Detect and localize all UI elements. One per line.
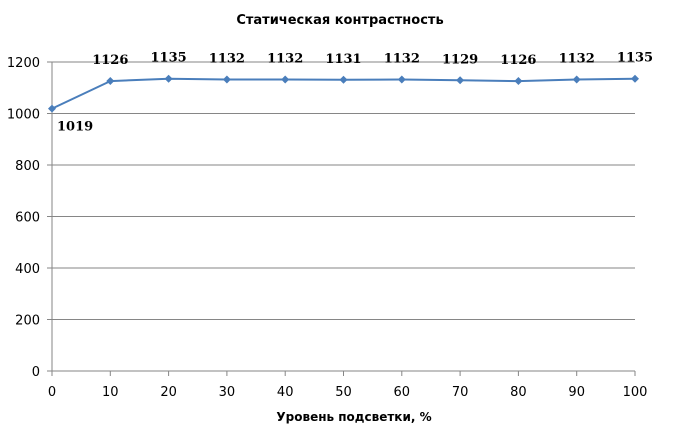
data-labels: 1019 1126 1135 1132 1132 1131 1132 1129 1126 1132… [57, 51, 653, 135]
y-tick-label: 400 [15, 262, 40, 277]
data-label: 1132 [559, 52, 595, 67]
y-tick-label: 0 [32, 365, 40, 380]
y-tick-label: 1000 [7, 108, 40, 123]
data-label: 1019 [57, 120, 93, 135]
data-label: 1132 [267, 52, 303, 67]
data-label: 1132 [209, 52, 245, 67]
x-tick-label: 100 [623, 385, 648, 400]
x-tick-label: 60 [394, 385, 411, 400]
series-group [48, 74, 639, 113]
data-label: 1126 [92, 53, 128, 68]
y-tick-label: 800 [15, 159, 40, 174]
data-point [222, 75, 231, 84]
x-tick-label: 90 [568, 385, 585, 400]
data-label: 1135 [151, 51, 187, 66]
y-tick-label: 1200 [7, 56, 40, 71]
y-tick-label: 600 [15, 211, 40, 226]
data-point [397, 75, 406, 84]
x-tick-label: 80 [510, 385, 527, 400]
y-tick-label: 200 [15, 314, 40, 329]
x-tick-label: 50 [335, 385, 352, 400]
data-point [514, 77, 523, 86]
data-point [106, 77, 115, 86]
data-label: 1129 [442, 52, 478, 67]
x-tick-label: 10 [102, 385, 119, 400]
axes [47, 61, 636, 376]
gridlines [52, 61, 635, 320]
x-tick-label: 20 [160, 385, 177, 400]
data-point [281, 75, 290, 84]
data-label: 1131 [325, 52, 361, 67]
data-point [456, 76, 465, 85]
x-tick-label: 70 [452, 385, 469, 400]
x-axis-label: Уровень подсветки, % [276, 410, 431, 424]
data-label: 1126 [500, 53, 536, 68]
x-tick-label: 40 [277, 385, 294, 400]
x-tick-label: 0 [48, 385, 56, 400]
x-tick-labels: 0 10 20 30 40 50 60 70 80 90 100 [48, 385, 648, 400]
data-label: 1135 [617, 51, 653, 66]
x-tick-label: 30 [219, 385, 236, 400]
data-point [48, 104, 56, 113]
data-label: 1132 [384, 52, 420, 67]
data-point [572, 75, 581, 84]
data-point [164, 74, 173, 83]
y-tick-labels: 0 200 400 600 800 1000 1200 [7, 56, 40, 380]
data-point [339, 75, 348, 84]
data-point [631, 74, 639, 83]
chart-title: Статическая контрастность [236, 13, 443, 28]
